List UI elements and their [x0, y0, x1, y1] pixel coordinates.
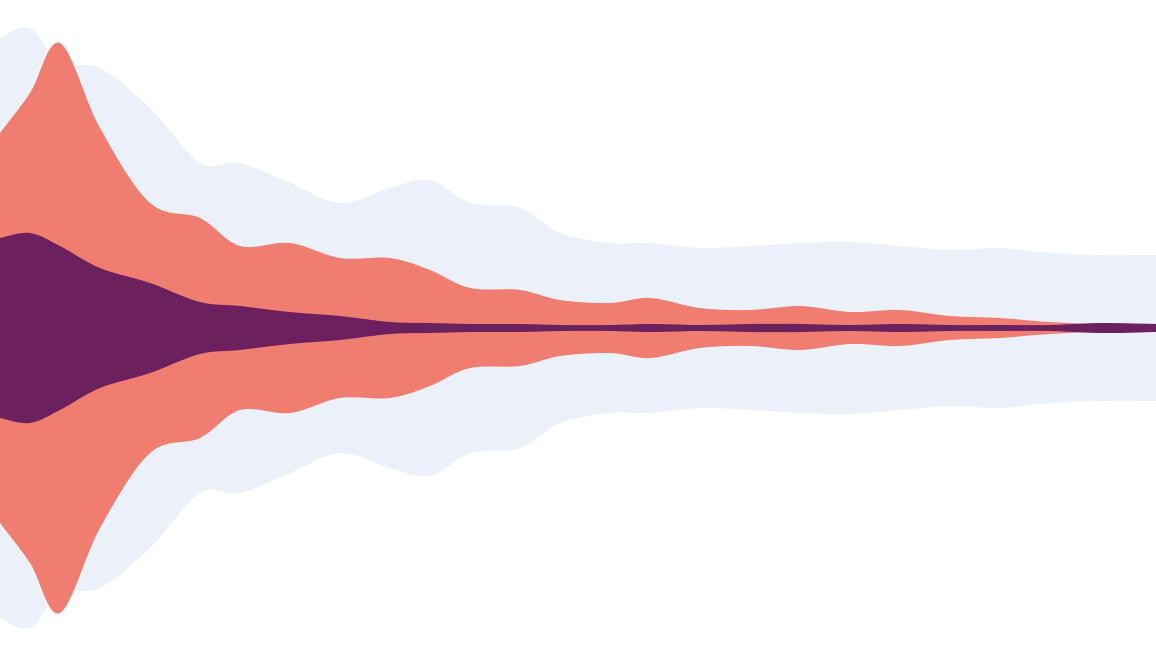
- stream-layer-3: [0, 232, 1156, 424]
